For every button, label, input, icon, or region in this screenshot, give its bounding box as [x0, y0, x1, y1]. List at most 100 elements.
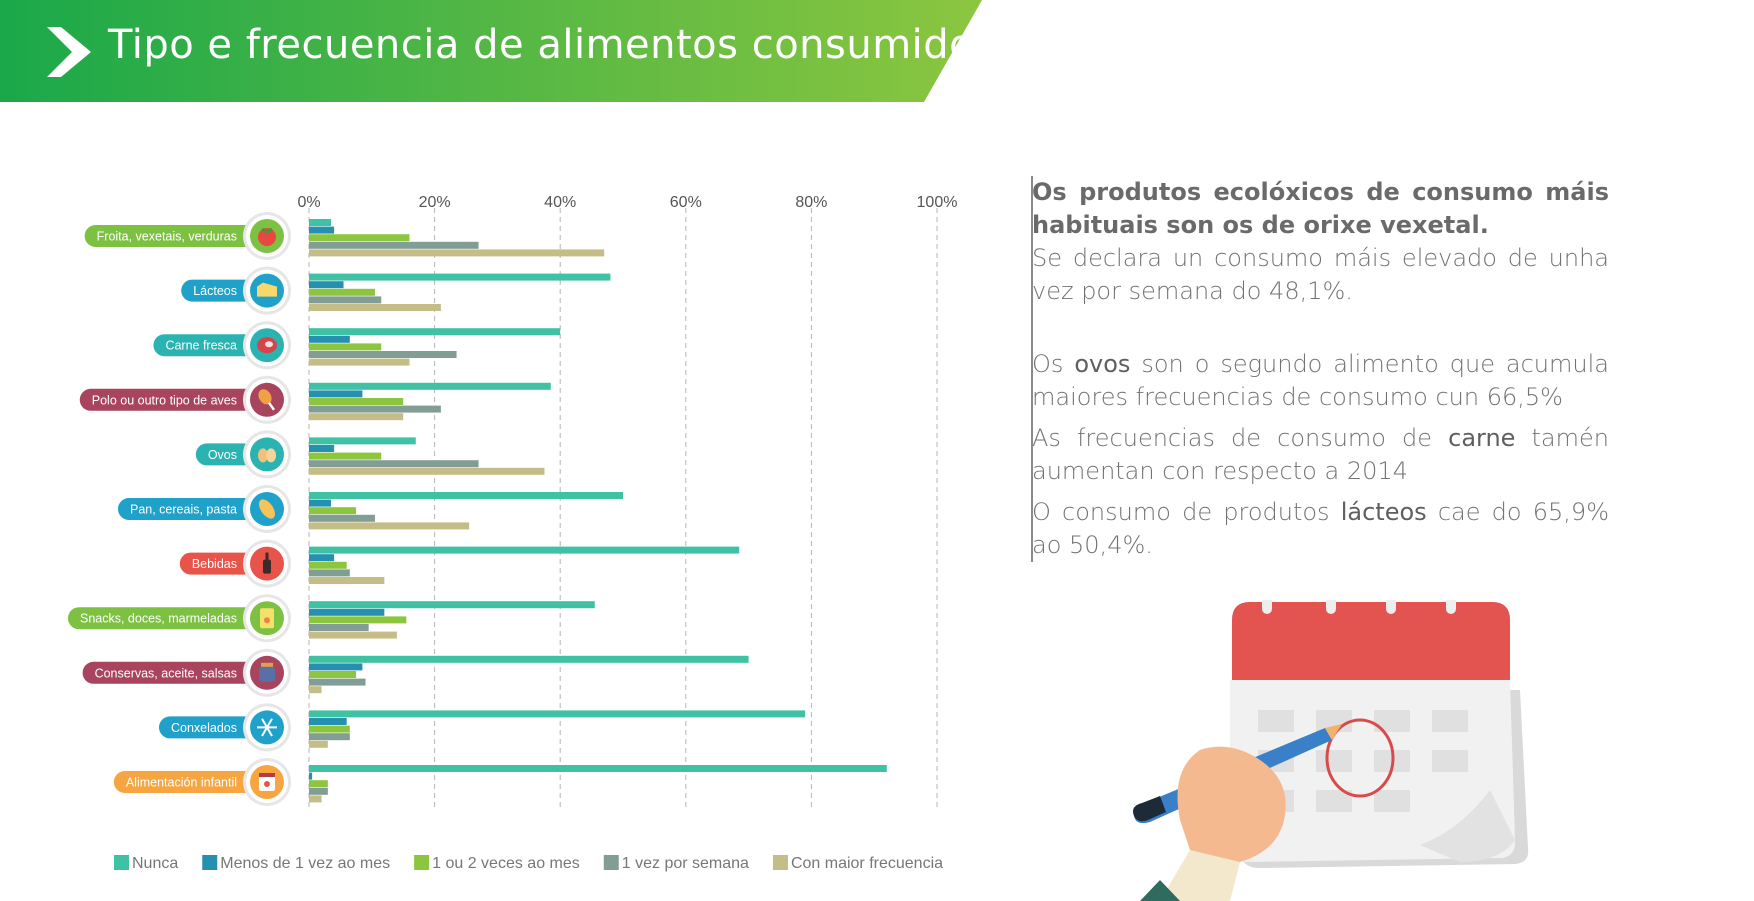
insight-paragraph-4: O consumo de produtos lácteos cae do 65,… — [1032, 496, 1609, 562]
bar-con-maior-frecuencia — [309, 795, 322, 803]
category-pill — [113, 771, 267, 793]
bar-1-vez-por-semana — [309, 678, 366, 686]
hand-with-pen-icon — [1133, 724, 1342, 901]
category-label: Polo ou outro tipo de aves — [92, 393, 237, 407]
bar-menos-de-1-vez-ao-mes — [309, 499, 331, 507]
x-tick-label: 100% — [917, 194, 958, 211]
category-pill — [158, 716, 267, 739]
category-conservas-aceite-salsas: Conservas, aceite, salsas — [82, 648, 291, 697]
baby-food-icon — [250, 765, 284, 799]
bar-menos-de-1-vez-ao-mes — [309, 281, 344, 289]
page-title: Tipo e frecuencia de alimentos consumido… — [108, 22, 996, 68]
eggs-icon — [250, 437, 284, 472]
insight-headline: Os produtos ecolóxicos de consumo máis h… — [1032, 178, 1609, 239]
category-label: Alimentación infantil — [126, 776, 237, 790]
legend-swatch — [414, 855, 430, 870]
bar-menos-de-1-vez-ao-mes — [309, 554, 335, 562]
header-banner — [0, 0, 982, 102]
bottle-icon — [250, 546, 284, 581]
bar-con-maior-frecuencia — [309, 740, 328, 748]
bar-1-ou-2-veces-ao-mes — [309, 725, 350, 733]
category-label: Bebidas — [192, 557, 237, 571]
bar-1-vez-por-semana — [309, 569, 350, 577]
category-lacteos: Lácteos — [181, 266, 291, 315]
bar-1-vez-por-semana — [309, 514, 375, 522]
bar-1-ou-2-veces-ao-mes — [309, 452, 382, 460]
jar-icon — [250, 655, 284, 690]
bar-1-ou-2-veces-ao-mes — [309, 398, 404, 405]
bar-nunca — [309, 437, 416, 445]
category-pill — [67, 607, 267, 630]
bar-1-vez-por-semana — [309, 460, 479, 468]
category-label: Snacks, doces, marmeladas — [80, 612, 237, 626]
text-panel: Os produtos ecolóxicos de consumo máis h… — [1031, 176, 1609, 562]
header-background — [0, 0, 982, 102]
insight-text-3b: tamén aumentan con respecto a 2014 — [1032, 424, 1609, 485]
category-pill — [79, 388, 267, 411]
bar-menos-de-1-vez-ao-mes — [309, 226, 335, 234]
legend-label: Menos de 1 vez ao mes — [220, 855, 390, 872]
bar-menos-de-1-vez-ao-mes — [309, 608, 385, 616]
category-bebidas: Bebidas — [179, 539, 291, 588]
bread-icon — [250, 492, 284, 526]
tomato-icon — [250, 219, 284, 253]
x-tick-label: 60% — [670, 194, 702, 211]
bar-con-maior-frecuencia — [309, 577, 385, 584]
bar-nunca — [309, 546, 740, 554]
legend-label: Con maior frecuencia — [791, 855, 943, 872]
bars — [309, 219, 887, 803]
bar-menos-de-1-vez-ao-mes — [309, 718, 347, 725]
category-pan-cereais-pasta: Pan, cereais, pasta — [117, 485, 291, 533]
bar-nunca — [309, 492, 623, 499]
bar-chart: 0% 20% 40% 60% 80% 100% Froita, vexetais, ver… — [67, 194, 957, 872]
bar-menos-de-1-vez-ao-mes — [309, 390, 363, 398]
bar-con-maior-frecuencia — [309, 686, 322, 694]
category-label: Pan, cereais, pasta — [130, 503, 237, 517]
bar-1-ou-2-veces-ao-mes — [309, 507, 357, 515]
bar-1-ou-2-veces-ao-mes — [309, 288, 375, 296]
category-pill — [153, 334, 267, 357]
insight-text-1: Se declara un consumo máis elevado de un… — [1032, 244, 1609, 305]
category-alimentacion-infantil: Alimentación infantil — [113, 758, 291, 806]
legend-item-1-vez-por-semana: 1 vez por semana — [603, 855, 749, 872]
insight-text-3a: As frecuencias de consumo de — [1032, 424, 1449, 452]
category-label: Conservas, aceite, salsas — [95, 666, 237, 680]
insight-text-4a: O consumo de produtos — [1032, 498, 1341, 526]
x-tick-label: 20% — [419, 194, 451, 211]
bar-1-ou-2-veces-ao-mes — [309, 671, 357, 678]
category-pill — [82, 661, 267, 684]
bar-menos-de-1-vez-ao-mes — [309, 335, 350, 343]
bar-1-ou-2-veces-ao-mes — [309, 234, 410, 242]
bar-nunca — [309, 382, 551, 390]
steak-icon — [250, 328, 284, 363]
category-conxelados: Conxelados — [158, 703, 291, 752]
bar-1-vez-por-semana — [309, 787, 328, 795]
bar-con-maior-frecuencia — [309, 413, 404, 421]
bar-1-ou-2-veces-ao-mes — [309, 616, 407, 624]
legend-swatch — [603, 855, 619, 870]
category-label: Froita, vexetais, verduras — [97, 230, 237, 244]
category-ovos: Ovos — [195, 430, 291, 479]
category-label: Ovos — [208, 448, 237, 462]
category-froita-vexetais-verduras: Froita, vexetais, verduras — [84, 212, 291, 260]
legend-label: 1 vez por semana — [622, 855, 749, 872]
chicken-leg-icon — [250, 382, 284, 417]
bar-con-maior-frecuencia — [309, 467, 545, 475]
bar-1-vez-por-semana — [309, 296, 382, 304]
insight-keyword-ovos: ovos — [1074, 350, 1131, 378]
legend-item-con-maior-frecuencia: Con maior frecuencia — [772, 855, 943, 872]
bar-con-maior-frecuencia — [309, 358, 410, 366]
cheese-icon — [250, 273, 284, 308]
bar-menos-de-1-vez-ao-mes — [309, 772, 313, 780]
snack-bag-icon — [250, 601, 284, 636]
bar-nunca — [309, 219, 331, 226]
category-labels: Froita, vexetais, verduras Lácteos Carne f… — [67, 212, 291, 806]
category-label: Lácteos — [193, 284, 237, 298]
bar-nunca — [309, 601, 595, 609]
x-axis-ticks: 0% 20% 40% 60% 80% 100% — [297, 194, 957, 211]
insight-paragraph-2: Os ovos son o segundo alimento que acumu… — [1032, 348, 1609, 414]
x-tick-label: 80% — [795, 194, 827, 211]
bar-menos-de-1-vez-ao-mes — [309, 445, 335, 452]
bar-nunca — [309, 765, 887, 772]
x-tick-label: 40% — [544, 194, 576, 211]
